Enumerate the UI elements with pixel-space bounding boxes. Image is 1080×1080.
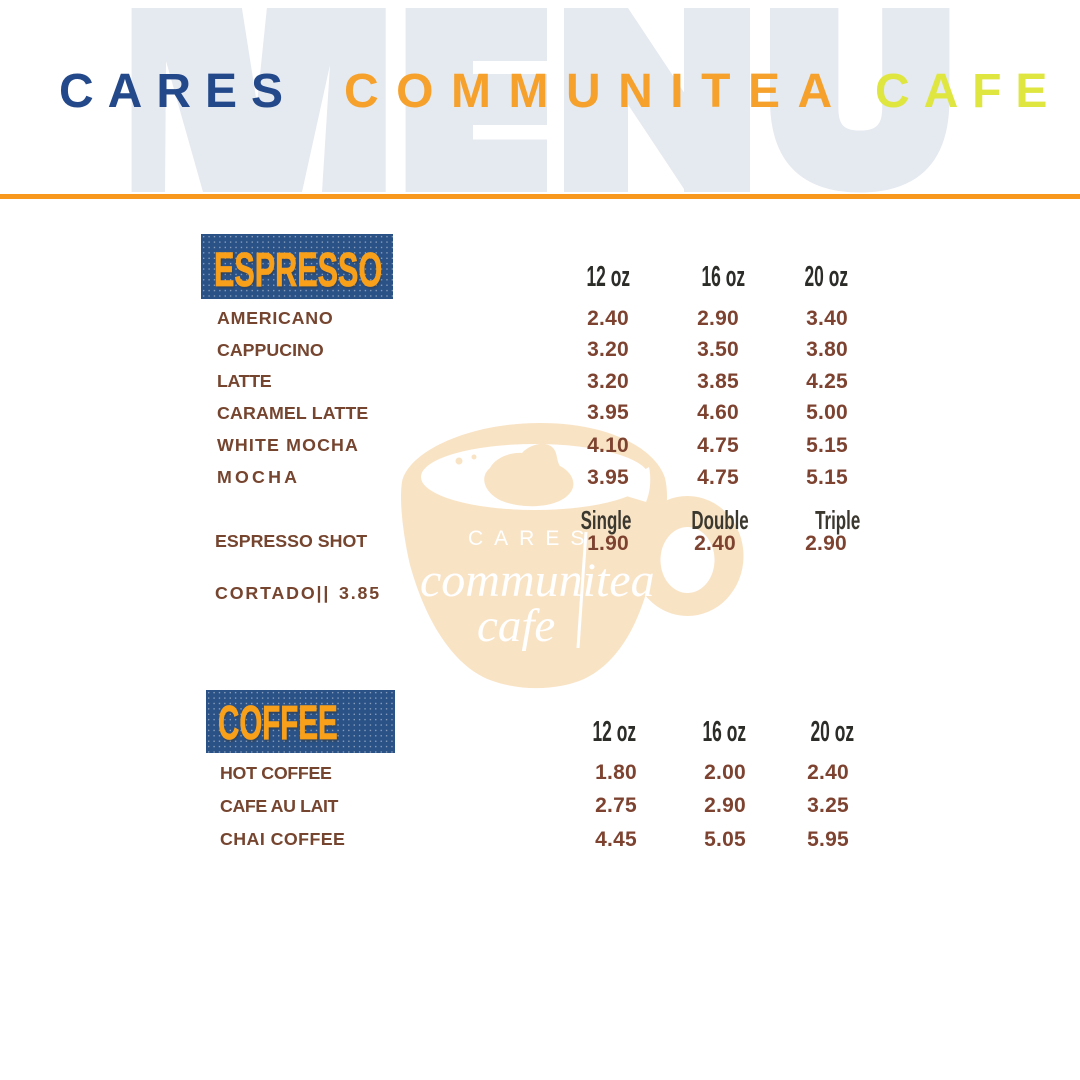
svg-text:CARES: CARES	[468, 527, 595, 550]
svg-text:communitea: communitea	[420, 554, 655, 607]
svg-text:cafe: cafe	[477, 600, 555, 652]
